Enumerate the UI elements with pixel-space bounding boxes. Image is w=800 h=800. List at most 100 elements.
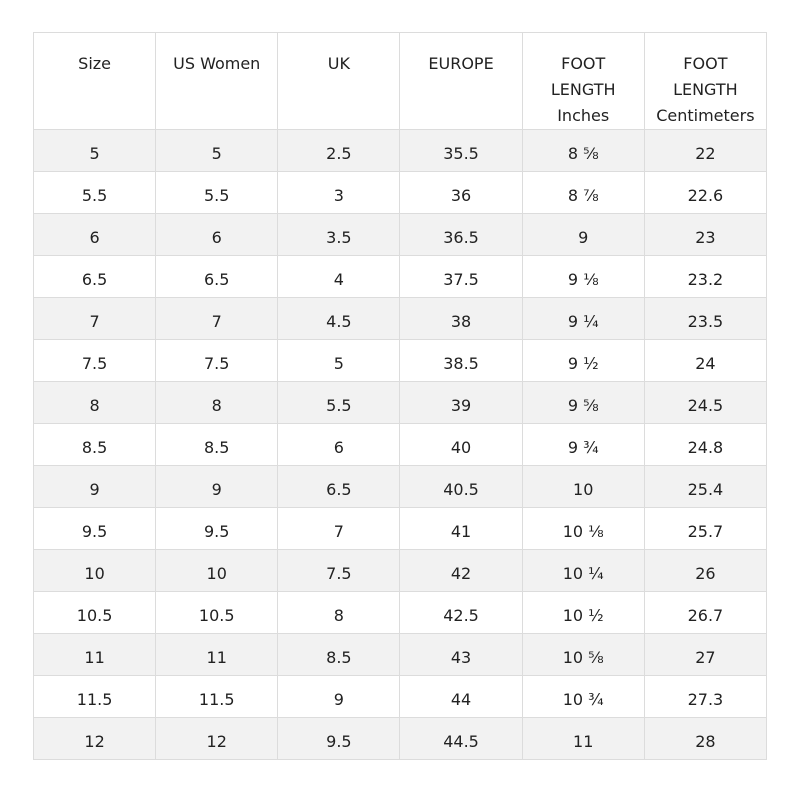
- table-cell: 11: [155, 633, 279, 676]
- header-text: FOOT LENGTH Centimeters: [656, 54, 755, 125]
- table-cell: 5: [277, 339, 401, 382]
- table-cell: 7: [155, 297, 279, 340]
- header-cell: Size: [32, 32, 157, 130]
- table-cell: 10 ⅝: [521, 633, 645, 676]
- table-cell: 9: [521, 213, 645, 256]
- table-row: 8 8 5.5 39 9 ⅝ 24.5: [32, 381, 768, 424]
- table-cell: 5.5: [155, 171, 279, 214]
- table-row: 8.5 8.5 6 40 9 ¾ 24.8: [32, 423, 768, 466]
- table-cell: 11: [521, 717, 645, 760]
- table-cell: 7: [32, 297, 157, 340]
- table-cell: 6.5: [277, 465, 401, 508]
- table-cell: 27.3: [643, 675, 768, 718]
- table-cell: 4: [277, 255, 401, 298]
- table-cell: 6: [277, 423, 401, 466]
- table-cell: 39: [399, 381, 523, 424]
- table-cell: 25.7: [643, 507, 768, 550]
- table-cell: 10.5: [32, 591, 157, 634]
- table-row: 9.5 9.5 7 41 10 ⅛ 25.7: [32, 507, 768, 550]
- table-cell: 40.5: [399, 465, 523, 508]
- table-cell: 3.5: [277, 213, 401, 256]
- table-cell: 5.5: [277, 381, 401, 424]
- table-cell: 10 ⅛: [521, 507, 645, 550]
- header-text: UK: [327, 54, 350, 73]
- table-row: 5 5 2.5 35.5 8 ⅝ 22: [32, 129, 768, 172]
- table-row: 11.5 11.5 9 44 10 ¾ 27.3: [32, 675, 768, 718]
- table-cell: 9.5: [32, 507, 157, 550]
- header-cell: FOOT LENGTH Centimeters: [643, 32, 768, 130]
- table-cell: 40: [399, 423, 523, 466]
- table-cell: 10.5: [155, 591, 279, 634]
- table-cell: 10 ½: [521, 591, 645, 634]
- table-row: 6 6 3.5 36.5 9 23: [32, 213, 768, 256]
- table-cell: 9.5: [155, 507, 279, 550]
- table-cell: 38.5: [399, 339, 523, 382]
- table-cell: 8 ⅝: [521, 129, 645, 172]
- table-cell: 9 ¼: [521, 297, 645, 340]
- header-text: Size: [78, 54, 111, 73]
- table-cell: 4.5: [277, 297, 401, 340]
- table-cell: 7.5: [32, 339, 157, 382]
- table-cell: 11.5: [155, 675, 279, 718]
- table-cell: 11.5: [32, 675, 157, 718]
- table-cell: 8.5: [32, 423, 157, 466]
- header-cell: UK: [277, 32, 401, 130]
- table-cell: 3: [277, 171, 401, 214]
- table-cell: 6: [155, 213, 279, 256]
- table-cell: 28: [643, 717, 768, 760]
- header-cell: US Women: [155, 32, 279, 130]
- table-cell: 7.5: [155, 339, 279, 382]
- table-row: 12 12 9.5 44.5 11 28: [32, 717, 768, 760]
- table-cell: 36: [399, 171, 523, 214]
- table-cell: 37.5: [399, 255, 523, 298]
- table-cell: 8: [155, 381, 279, 424]
- table-cell: 24: [643, 339, 768, 382]
- table-row: 11 11 8.5 43 10 ⅝ 27: [32, 633, 768, 676]
- table-cell: 9: [277, 675, 401, 718]
- table-cell: 9 ¾: [521, 423, 645, 466]
- table-row: 7 7 4.5 38 9 ¼ 23.5: [32, 297, 768, 340]
- table-cell: 9: [155, 465, 279, 508]
- table-cell: 22: [643, 129, 768, 172]
- table-row: 6.5 6.5 4 37.5 9 ⅛ 23.2: [32, 255, 768, 298]
- table-row: 5.5 5.5 3 36 8 ⅞ 22.6: [32, 171, 768, 214]
- header-text: FOOT LENGTH Inches: [550, 54, 616, 125]
- table-cell: 10: [32, 549, 157, 592]
- table-cell: 6.5: [155, 255, 279, 298]
- table-cell: 8: [277, 591, 401, 634]
- table-cell: 42.5: [399, 591, 523, 634]
- table-cell: 12: [32, 717, 157, 760]
- table-row: 10 10 7.5 42 10 ¼ 26: [32, 549, 768, 592]
- table-cell: 26.7: [643, 591, 768, 634]
- table-cell: 38: [399, 297, 523, 340]
- table-cell: 23.2: [643, 255, 768, 298]
- table-cell: 6.5: [32, 255, 157, 298]
- table-cell: 2.5: [277, 129, 401, 172]
- table-cell: 23.5: [643, 297, 768, 340]
- header-cell: EUROPE: [399, 32, 523, 130]
- header-text: US Women: [173, 54, 261, 73]
- table-cell: 9 ⅝: [521, 381, 645, 424]
- size-chart-table: Size US Women UK EUROPE FOOT LENGTH Inches FO…: [32, 32, 768, 760]
- table-row: 9 9 6.5 40.5 10 25.4: [32, 465, 768, 508]
- table-cell: 10: [155, 549, 279, 592]
- header-text: EUROPE: [428, 54, 494, 73]
- table-cell: 10 ¾: [521, 675, 645, 718]
- table-cell: 8.5: [277, 633, 401, 676]
- table-cell: 7.5: [277, 549, 401, 592]
- table-cell: 27: [643, 633, 768, 676]
- table-cell: 9 ½: [521, 339, 645, 382]
- table-cell: 22.6: [643, 171, 768, 214]
- table-cell: 6: [32, 213, 157, 256]
- table-cell: 10: [521, 465, 645, 508]
- table-cell: 23: [643, 213, 768, 256]
- table-cell: 44: [399, 675, 523, 718]
- table-cell: 9 ⅛: [521, 255, 645, 298]
- table-cell: 42: [399, 549, 523, 592]
- table-cell: 26: [643, 549, 768, 592]
- header-row: Size US Women UK EUROPE FOOT LENGTH Inches FO…: [32, 32, 768, 130]
- table-cell: 9.5: [277, 717, 401, 760]
- table-cell: 35.5: [399, 129, 523, 172]
- table-cell: 5: [32, 129, 157, 172]
